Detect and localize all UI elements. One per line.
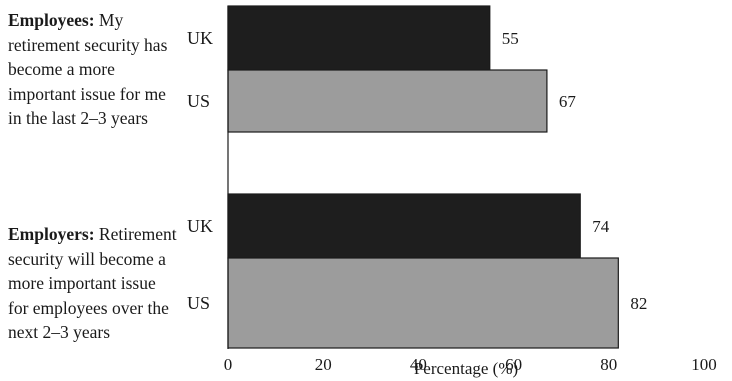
x-tick-label: 40 [410, 355, 427, 374]
data-label: 82 [630, 294, 647, 313]
group-label-employees: Employees: My retirement security has be… [8, 8, 180, 131]
data-label: 55 [502, 29, 519, 48]
x-axis-ticks: 0 20 40 60 80 100 [224, 355, 717, 374]
x-tick-label: 60 [505, 355, 522, 374]
category-label: UK [187, 216, 213, 236]
x-axis-title: Percentage (%) [414, 359, 518, 378]
x-tick-label: 20 [315, 355, 332, 374]
bars-layer: UK 55 US 67 UK 74 US 82 [187, 5, 647, 349]
bar-employees-uk [227, 5, 491, 71]
group-label-text: My retirement security has become a more… [8, 10, 168, 128]
x-tick-label: 0 [224, 355, 233, 374]
category-label: US [187, 91, 210, 111]
bar-employers-us [227, 257, 619, 349]
bar-employers-uk [227, 193, 581, 259]
data-label: 74 [592, 217, 610, 236]
group-label-bold: Employees: [8, 10, 95, 30]
bar-employees-us [227, 69, 548, 133]
x-tick-label: 80 [600, 355, 617, 374]
data-label: 67 [559, 92, 577, 111]
category-label: US [187, 293, 210, 313]
group-label-employers: Employers: Retirement security will beco… [8, 222, 180, 345]
group-label-bold: Employers: [8, 224, 95, 244]
category-label: UK [187, 28, 213, 48]
x-tick-label: 100 [691, 355, 717, 374]
group-label-text: Retirement security will become a more i… [8, 224, 177, 342]
